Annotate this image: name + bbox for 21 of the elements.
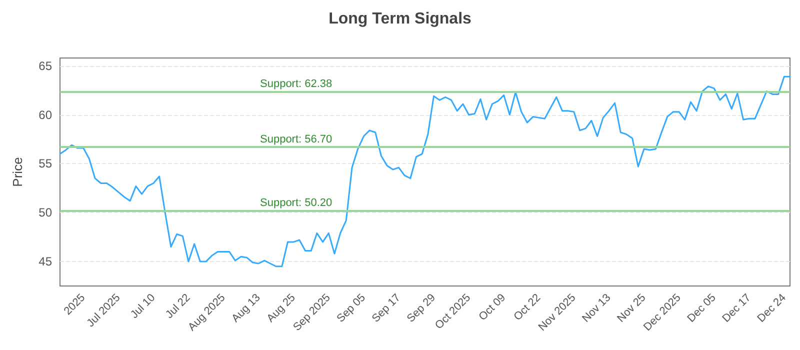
ref-line-label: Support: 62.38 [260, 78, 332, 90]
y-tick-label: 50 [38, 206, 52, 220]
y-axis-title: Price [10, 157, 25, 187]
line-series [59, 76, 791, 268]
x-tick-label: Sep 17 [370, 292, 403, 325]
y-tick-label: 60 [38, 108, 52, 122]
x-tick-label: Jul 22 [164, 292, 193, 321]
x-tick-label: Sep 05 [334, 292, 368, 325]
x-tick-label: Aug 13 [230, 292, 263, 325]
ref-line-label: Support: 50.20 [260, 197, 332, 210]
y-tick-label: 55 [38, 156, 52, 171]
x-tick-label: Dec 24 [755, 292, 788, 325]
x-tick-label: Nov 13 [580, 292, 614, 325]
chart-title: Long Term Signals [328, 10, 472, 28]
x-tick-label: Oct 09 [476, 292, 508, 324]
ref-line-label: Support: 56.70 [260, 134, 332, 146]
x-tick-label: Jul 10 [128, 292, 158, 321]
x-tick-label: Dec 17 [720, 292, 754, 325]
x-tick-label: Dec 05 [685, 292, 718, 325]
y-tick-label: 45 [38, 254, 52, 269]
y-tick-label: 65 [38, 58, 52, 73]
